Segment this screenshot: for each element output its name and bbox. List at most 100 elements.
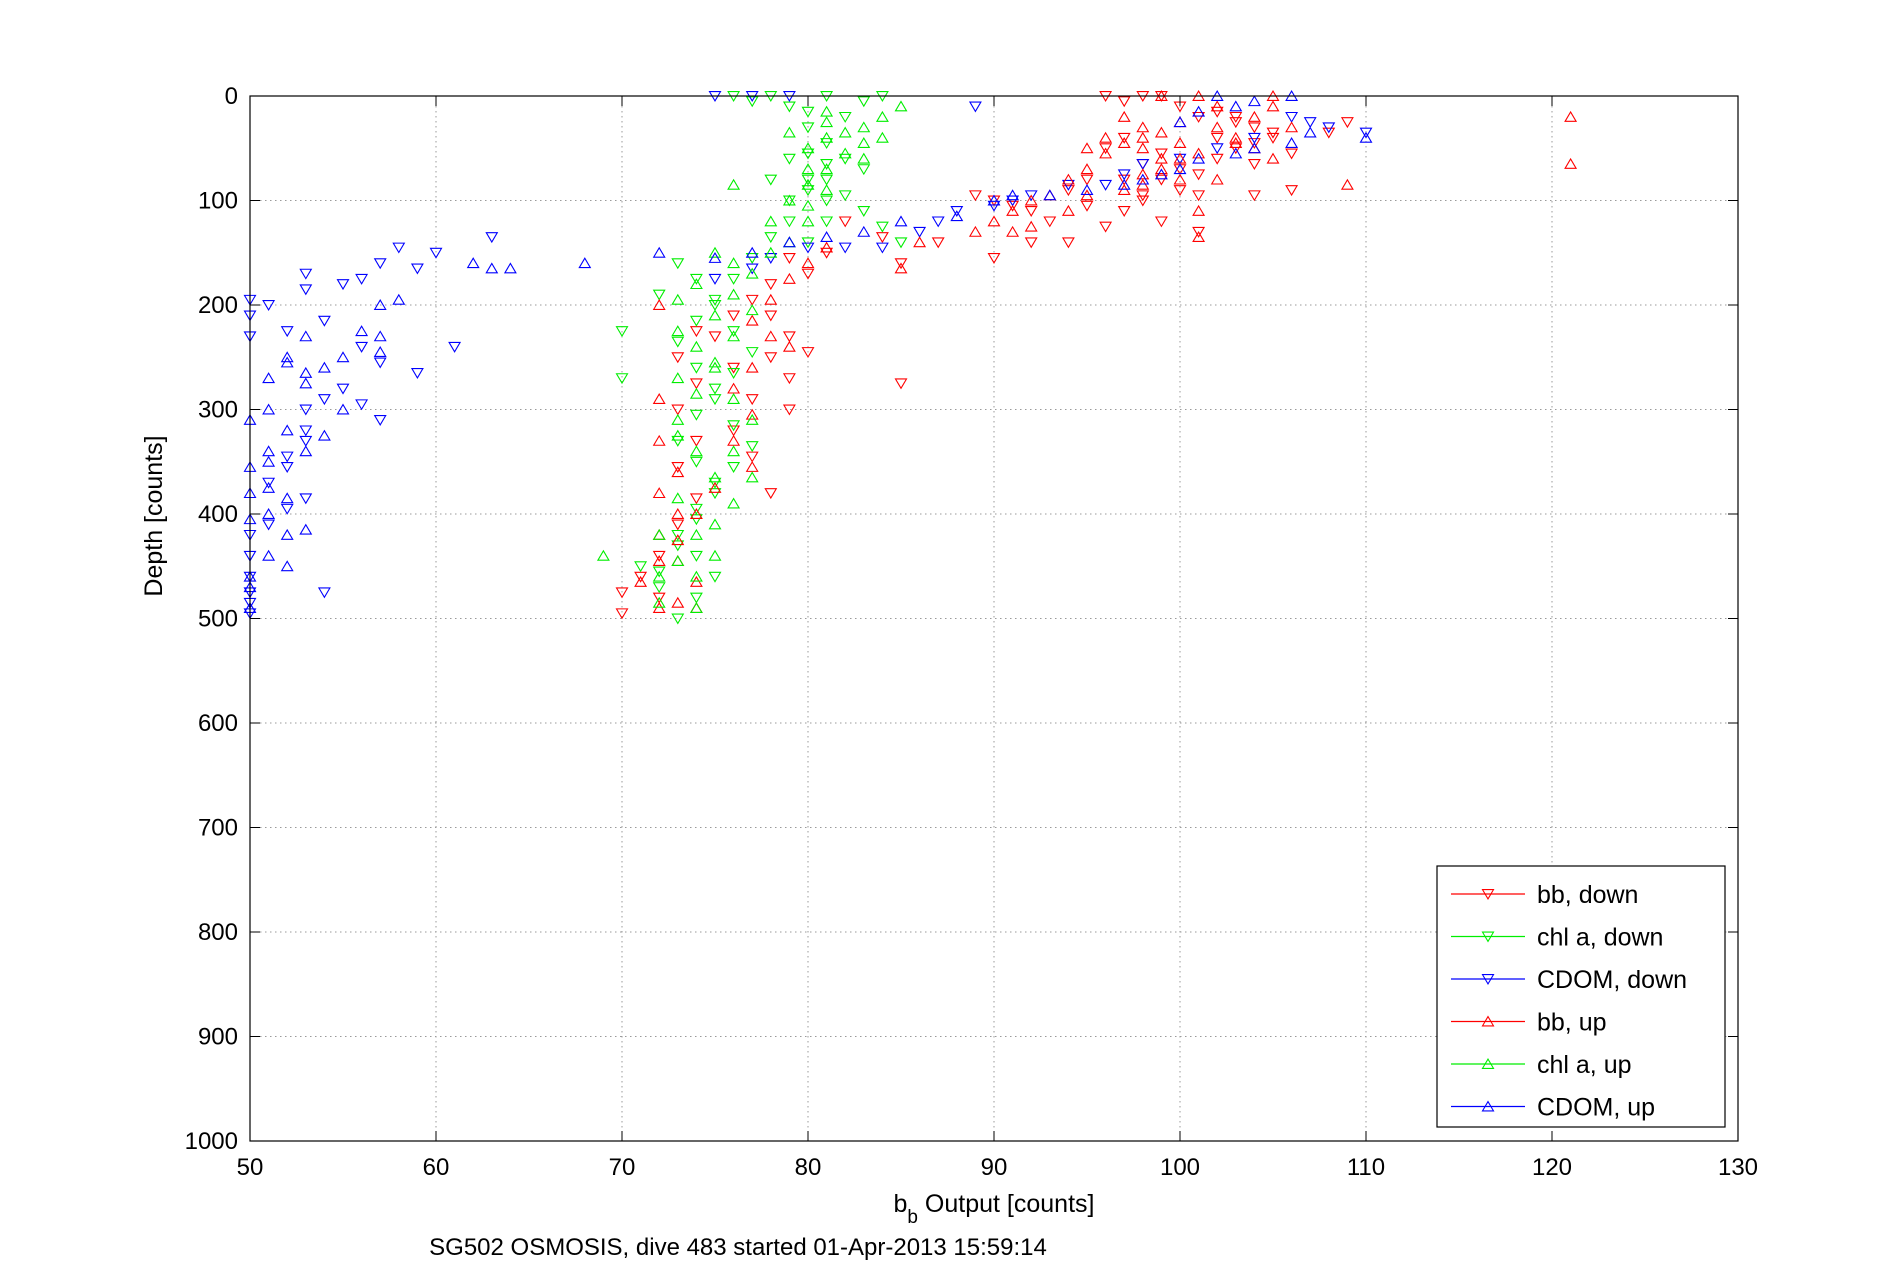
data-point <box>373 298 387 310</box>
data-point <box>1154 216 1168 228</box>
data-point <box>1340 117 1354 129</box>
data-point <box>894 100 908 112</box>
data-point <box>727 367 741 379</box>
data-point <box>1229 143 1243 155</box>
data-point <box>838 190 852 202</box>
data-point <box>1154 152 1168 164</box>
data-point <box>1154 126 1168 138</box>
data-point <box>671 519 685 531</box>
data-point <box>262 519 276 531</box>
data-point <box>801 242 815 254</box>
data-point <box>299 284 313 296</box>
data-point <box>764 330 778 342</box>
data-point <box>410 263 424 275</box>
data-point <box>671 404 685 416</box>
data-point <box>1136 121 1150 133</box>
data-point <box>280 462 294 474</box>
data-point <box>671 325 685 337</box>
data-point <box>1247 95 1261 107</box>
data-point <box>727 425 741 437</box>
data-point <box>1099 221 1113 233</box>
data-point <box>745 460 759 472</box>
data-point <box>671 462 685 474</box>
data-point <box>503 262 517 274</box>
x-tick-labels: 50 60 70 80 90 100 110 120 130 <box>237 1154 1758 1181</box>
data-point <box>652 570 666 582</box>
data-point <box>875 110 889 122</box>
series-5 <box>243 89 1373 614</box>
data-point <box>671 372 685 384</box>
data-point <box>987 215 1001 227</box>
data-point <box>373 414 387 426</box>
data-point <box>931 237 945 249</box>
data-point <box>1210 121 1224 133</box>
data-point <box>1192 152 1206 164</box>
data-point <box>317 429 331 441</box>
data-point <box>801 199 815 211</box>
data-point <box>782 331 796 343</box>
data-point <box>764 310 778 322</box>
legend-label: chl a, up <box>1537 1051 1632 1079</box>
legend-label: CDOM, up <box>1537 1094 1655 1122</box>
data-point <box>689 445 703 457</box>
data-point <box>280 351 294 363</box>
data-point <box>1266 132 1280 144</box>
data-point <box>410 367 424 379</box>
data-point <box>708 246 722 258</box>
data-point <box>280 451 294 463</box>
figure-caption: SG502 OSMOSIS, dive 483 started 01-Apr-2… <box>429 1234 1047 1261</box>
data-point <box>764 253 778 265</box>
data-point <box>652 550 666 562</box>
data-point <box>1006 195 1020 207</box>
data-point <box>448 341 462 353</box>
data-point <box>1061 185 1075 197</box>
data-point <box>1192 111 1206 123</box>
data-point <box>1006 204 1020 216</box>
data-point <box>708 309 722 321</box>
data-point <box>745 394 759 406</box>
data-point <box>708 331 722 343</box>
data-point <box>392 242 406 254</box>
y-tick-label: 900 <box>198 1024 238 1051</box>
y-tick-label: 500 <box>198 606 238 633</box>
data-point <box>1247 158 1261 170</box>
data-point <box>1099 147 1113 159</box>
data-point <box>987 200 1001 212</box>
data-point <box>745 361 759 373</box>
data-point <box>1192 147 1206 159</box>
data-point <box>280 326 294 338</box>
data-point <box>801 106 815 118</box>
data-point <box>1154 148 1168 160</box>
data-point <box>299 404 313 416</box>
data-point <box>671 540 685 552</box>
legend-box <box>1436 865 1726 1128</box>
data-point <box>671 413 685 425</box>
data-point <box>1247 122 1261 134</box>
data-point <box>652 602 666 614</box>
data-point <box>987 253 1001 265</box>
data-point <box>1285 136 1299 148</box>
data-point <box>355 399 369 411</box>
data-point <box>745 413 759 425</box>
data-point <box>708 356 722 368</box>
data-point <box>782 340 796 352</box>
data-point <box>615 326 629 338</box>
data-point <box>820 163 834 175</box>
data-point <box>671 466 685 478</box>
data-point <box>355 325 369 337</box>
x-tick-label: 120 <box>1532 1154 1572 1181</box>
data-point <box>801 148 815 160</box>
legend-label: chl a, down <box>1537 924 1663 952</box>
data-point <box>689 550 703 562</box>
data-point <box>1210 100 1224 112</box>
x-axis-label-subscript: b <box>907 1207 918 1228</box>
legend-marker <box>1481 974 1495 986</box>
data-point <box>782 126 796 138</box>
data-point <box>838 147 852 159</box>
data-point <box>745 304 759 316</box>
data-point <box>1192 190 1206 202</box>
legend-marker <box>1481 1057 1495 1069</box>
data-point <box>801 347 815 359</box>
data-point <box>727 257 741 269</box>
